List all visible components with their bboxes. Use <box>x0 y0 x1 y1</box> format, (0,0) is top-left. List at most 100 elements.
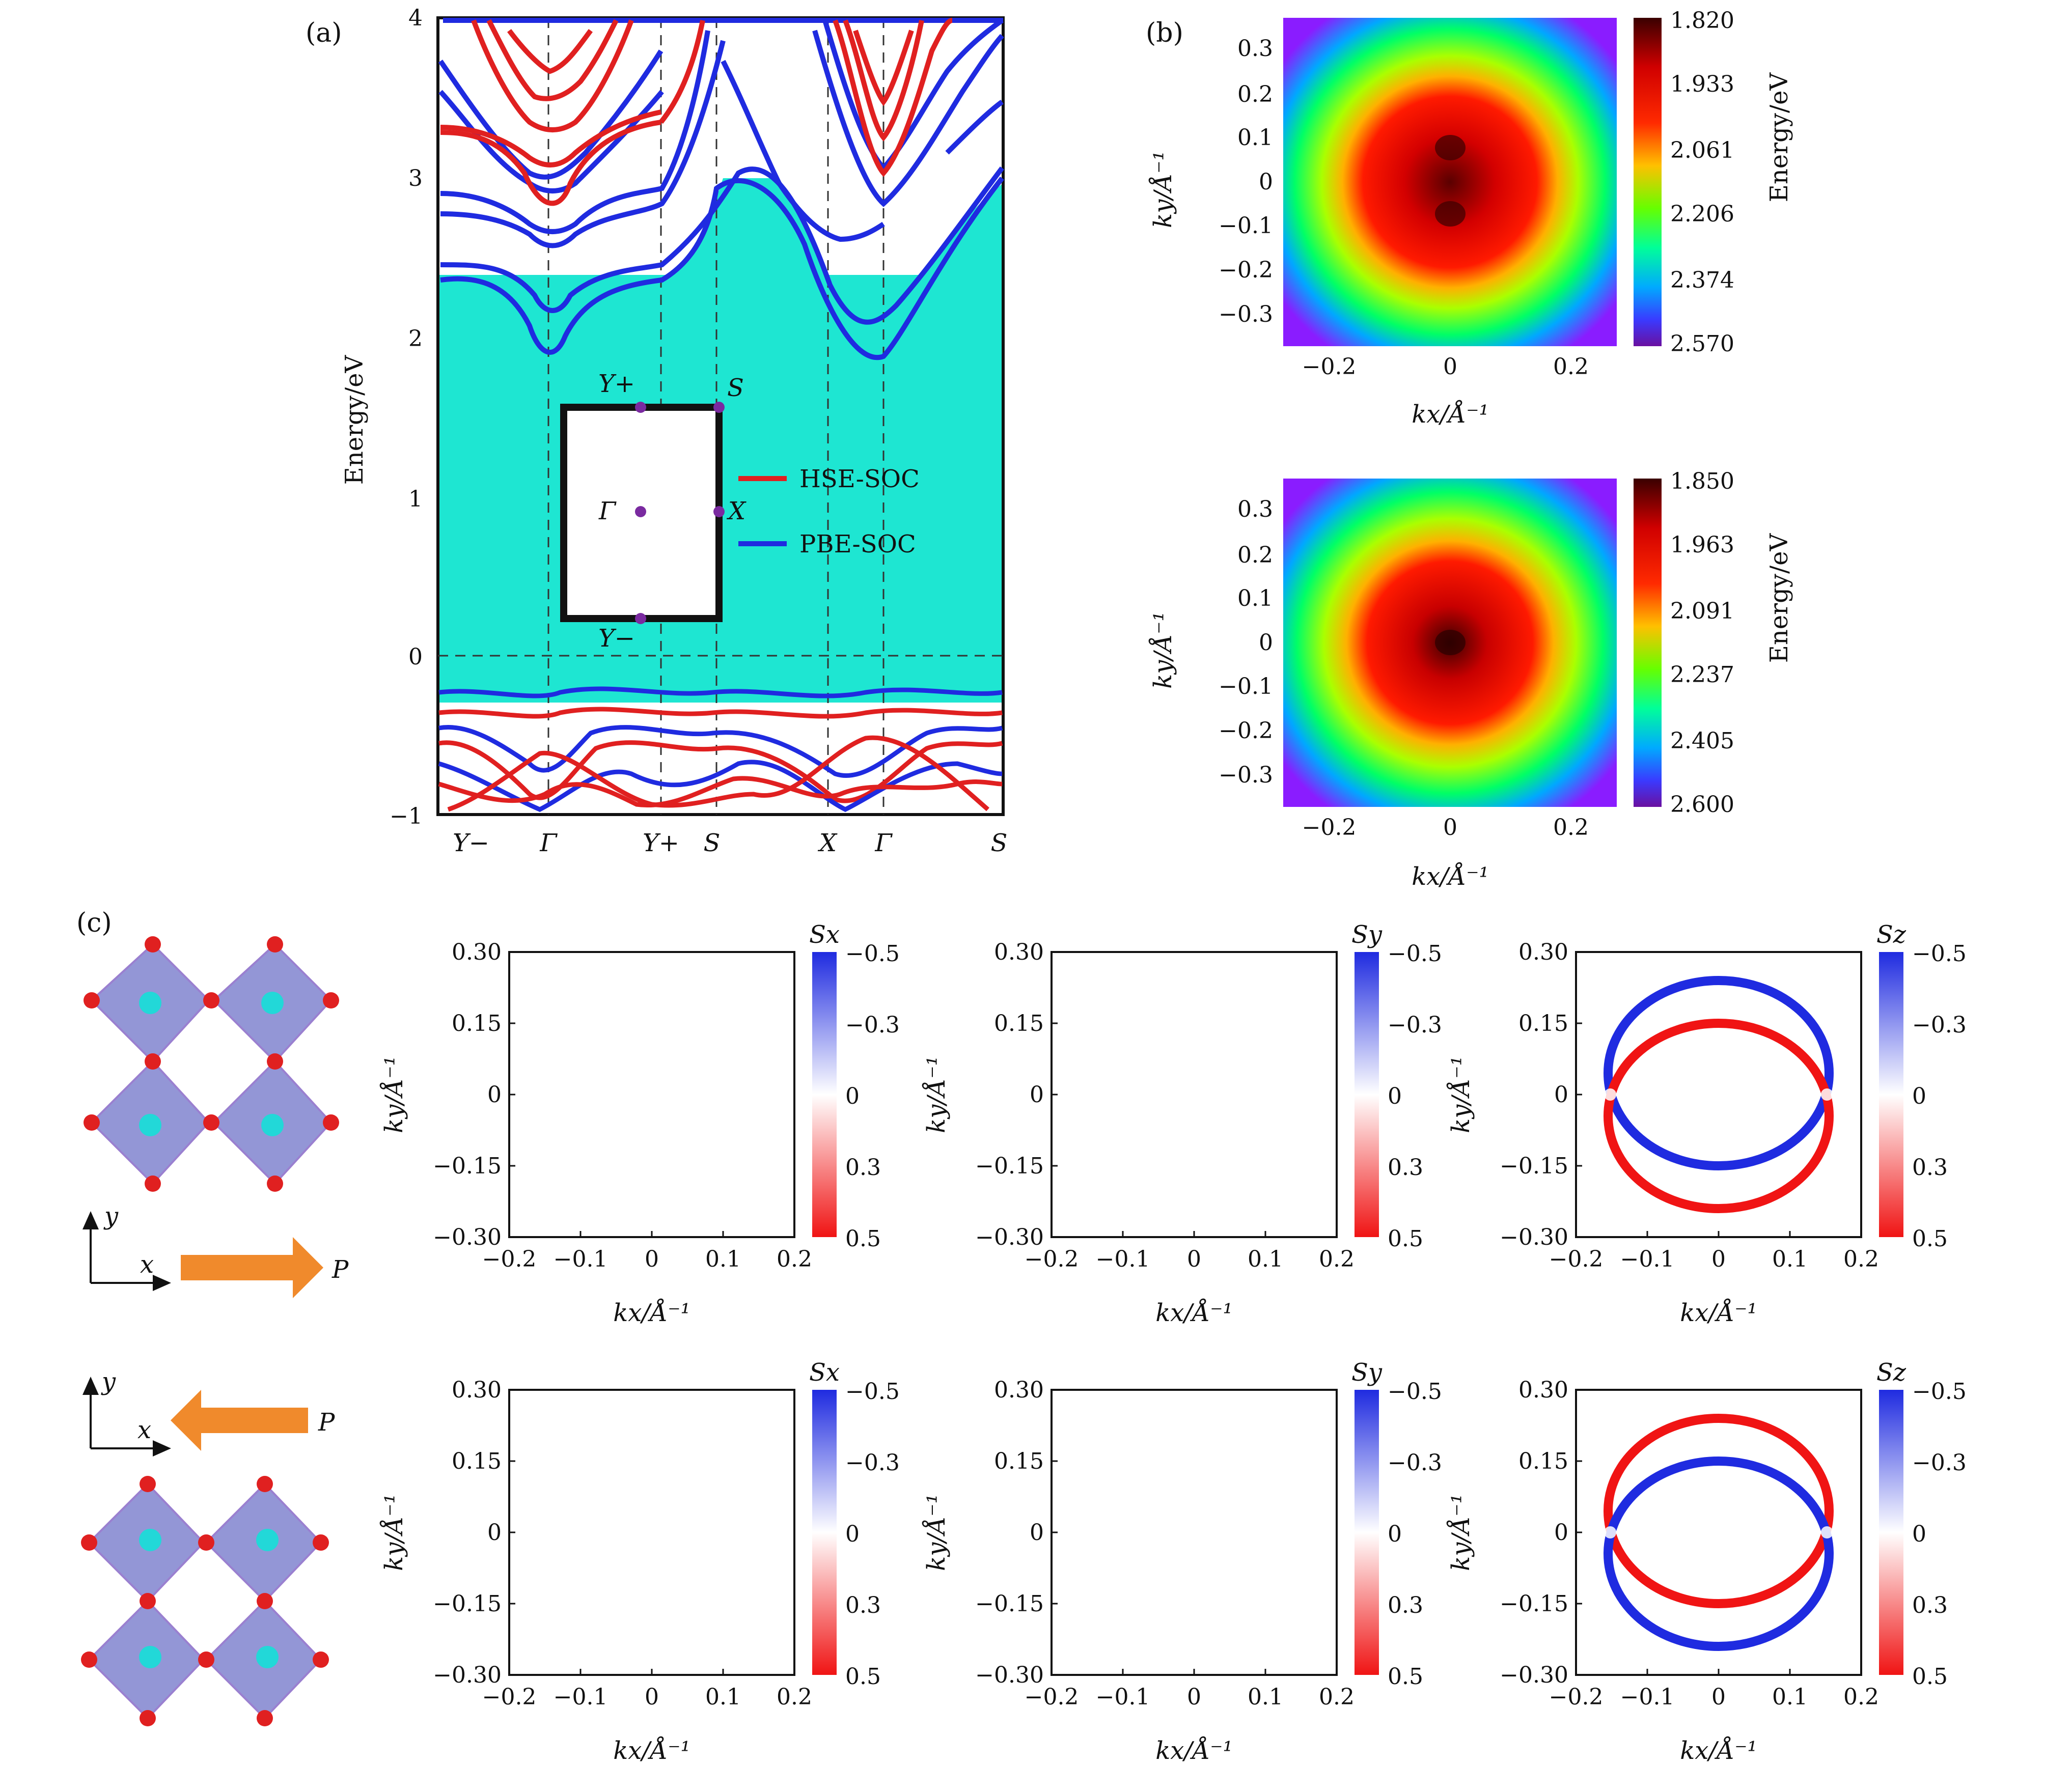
oxygen-atom <box>267 1053 283 1070</box>
band-ytick: 2 <box>408 326 423 352</box>
axis-x-label: x <box>140 1250 154 1279</box>
spin-ytick: −0.15 <box>433 1591 502 1617</box>
oxygen-atom <box>145 1175 161 1192</box>
oxygen-atom <box>140 1593 156 1609</box>
bz-inset: Y+ S Γ X Y− <box>560 370 747 653</box>
map-top-ylabel: ky/Å⁻¹ <box>1148 151 1177 228</box>
spin-contour <box>1604 976 1834 1170</box>
spin-cb-tick: −0.5 <box>1912 1379 1967 1405</box>
spin-ylabel: ky/Å⁻¹ <box>922 1494 951 1571</box>
oxygen-atom <box>198 1534 214 1551</box>
energy-minimum <box>1435 630 1466 655</box>
spin-cb-tick: −0.5 <box>845 1379 900 1405</box>
spin-cb-tick: 0.3 <box>845 1592 881 1618</box>
ytick: −0.1 <box>1219 674 1273 699</box>
bz-point-s <box>713 402 725 413</box>
spin-cb-tick: −0.5 <box>1388 941 1442 967</box>
spin-ylabel: ky/Å⁻¹ <box>1446 1056 1475 1133</box>
spin-cb-tick: 0.5 <box>1912 1664 1948 1690</box>
oxygen-atoms <box>81 1476 329 1726</box>
spin-xtick: 0 <box>1187 1246 1201 1272</box>
hse-band <box>440 120 661 206</box>
spin-cb-tick: 0.5 <box>845 1226 881 1252</box>
spin-panel-sy-top: 0.300.150−0.15−0.30−0.2 −0.1 0 0.1 0.2kx/Å⁻¹… <box>922 920 1442 1327</box>
spin-ytick: 0.15 <box>452 1011 502 1037</box>
cation-atom <box>261 1114 284 1136</box>
spin-ytick: −0.30 <box>433 1662 502 1688</box>
cation-atom <box>139 1646 161 1668</box>
oxygen-atom <box>313 1534 329 1551</box>
cb-tick: 2.061 <box>1670 137 1734 163</box>
band-ytick: 3 <box>408 165 423 191</box>
band-ytick: 4 <box>408 5 423 31</box>
spin-ylabel: ky/Å⁻¹ <box>1446 1494 1475 1571</box>
spin-xtick: 0 <box>1187 1684 1201 1710</box>
cb-tick: 2.237 <box>1670 662 1734 688</box>
spin-xlabel: kx/Å⁻¹ <box>1680 1298 1757 1327</box>
oxygen-atom <box>198 1651 214 1668</box>
spin-xtick: −0.2 <box>1549 1684 1604 1710</box>
band-yticks: 4 3 2 1 0 −1 <box>390 5 423 829</box>
spin-colorbar <box>1355 1390 1379 1675</box>
energy-map-bottom: 1.850 1.963 2.091 2.237 2.405 2.600 Ener… <box>1148 468 1793 891</box>
pbe-valence <box>438 725 1003 778</box>
spin-panel-sz-top: 0.300.150−0.15−0.30−0.2 −0.1 0 0.1 0.2kx/Å⁻¹… <box>1446 920 1967 1327</box>
spin-xlabel: kx/Å⁻¹ <box>1680 1736 1757 1765</box>
cation-atom <box>139 992 161 1014</box>
oxygen-atom <box>257 1476 273 1492</box>
oxygen-atom <box>267 936 283 953</box>
ytick: −0.3 <box>1219 301 1273 327</box>
spin-cb-tick: 0 <box>1912 1521 1926 1547</box>
spin-ytick: 0.30 <box>994 939 1044 965</box>
spin-component-label: Sx <box>809 1358 840 1387</box>
hse-valence <box>438 776 1003 807</box>
spin-cb-tick: 0.3 <box>845 1155 881 1181</box>
map-top-yticks: 0.3 0.2 0.1 0 −0.1 −0.2 −0.3 <box>1219 36 1273 327</box>
xtick: −0.2 <box>1302 354 1357 380</box>
cb-tick: 1.933 <box>1670 71 1734 97</box>
spin-cb-tick: −0.3 <box>1388 1012 1442 1038</box>
band-legend: HSE-SOC PBE-SOC <box>738 465 920 558</box>
oxygen-atom <box>323 1114 339 1131</box>
band-xtick: X <box>817 829 838 857</box>
bz-label-x: X <box>726 497 747 525</box>
bz-point-yminus <box>635 613 646 624</box>
spin-xlabel: kx/Å⁻¹ <box>1155 1298 1233 1327</box>
spin-crossing <box>1820 1088 1833 1101</box>
polarization-arrow-left <box>171 1390 308 1451</box>
axis-x-label: x <box>137 1416 151 1444</box>
spin-ytick: 0 <box>1030 1520 1044 1546</box>
spin-cb-tick: 0.5 <box>845 1664 881 1690</box>
spin-xtick: −0.1 <box>554 1246 608 1272</box>
bz-label-yplus: Y+ <box>598 370 635 398</box>
pbe-band <box>721 60 885 242</box>
hse-band <box>853 30 914 106</box>
hse-valence <box>447 735 989 812</box>
spin-xtick: −0.2 <box>482 1246 537 1272</box>
oxygen-atom <box>84 992 100 1009</box>
spin-ytick: 0 <box>1030 1082 1044 1108</box>
ytick: −0.2 <box>1219 718 1273 744</box>
spin-colorbar <box>1355 952 1379 1237</box>
spin-panel-sx-bottom: 0.300.150−0.15−0.30−0.2 −0.1 0 0.1 0.2kx/Å⁻¹… <box>379 1358 900 1765</box>
energy-map-top-field <box>1283 18 1617 346</box>
spin-ytick: 0.15 <box>452 1448 502 1474</box>
spin-crossing <box>1820 1526 1833 1538</box>
spin-xlabel: kx/Å⁻¹ <box>613 1736 690 1765</box>
polarization-arrow-right <box>181 1237 323 1298</box>
spin-xtick: 0.2 <box>1843 1684 1879 1710</box>
spin-ytick: 0.30 <box>1518 1377 1568 1403</box>
band-chart: Y+ S Γ X Y− HSE-SOC PBE-SOC Energy/eV 4 … <box>340 5 1007 857</box>
oxygen-atom <box>257 1710 273 1726</box>
spin-xtick: 0.1 <box>1248 1246 1283 1272</box>
map-bottom-ylabel: ky/Å⁻¹ <box>1148 611 1177 689</box>
axis-y-label: y <box>101 1367 116 1396</box>
spin-ytick: 0 <box>487 1520 502 1546</box>
ytick: 0.3 <box>1237 36 1273 62</box>
oxygen-atom <box>81 1651 97 1668</box>
energy-minimum <box>1435 135 1466 160</box>
xtick: 0 <box>1443 815 1457 841</box>
spin-component-label: Sz <box>1876 1358 1906 1387</box>
spin-plot-frame <box>508 1389 795 1676</box>
